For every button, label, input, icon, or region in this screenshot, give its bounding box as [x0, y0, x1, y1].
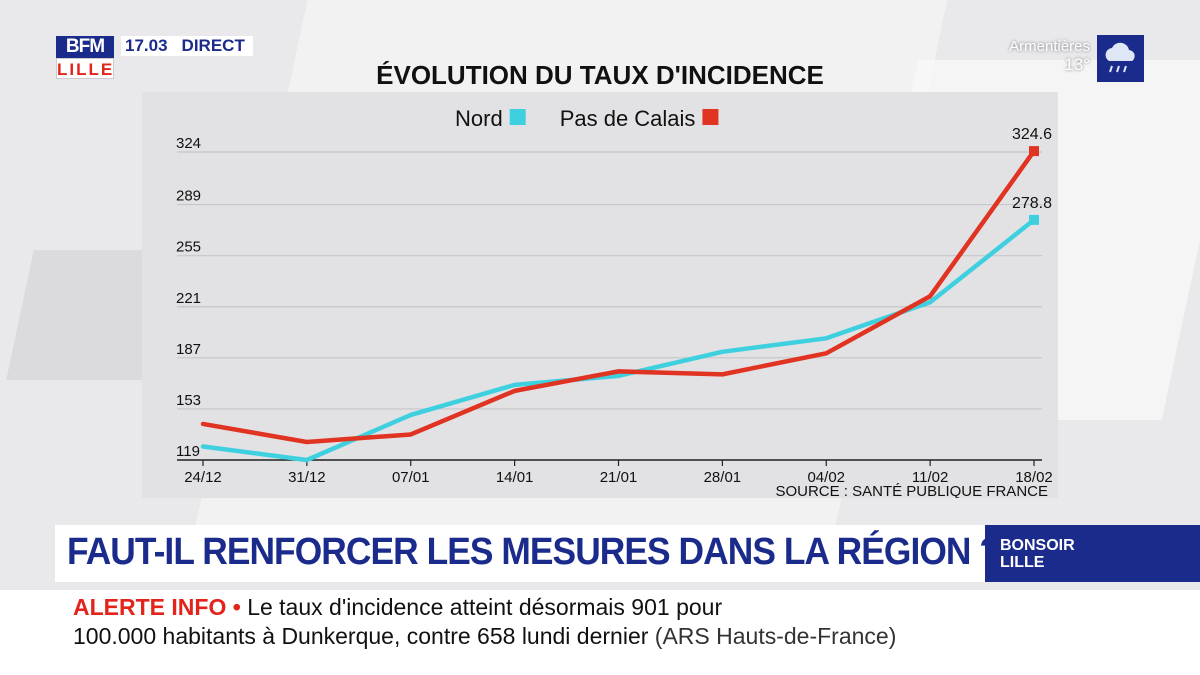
data-label: 278.8	[1012, 195, 1052, 212]
y-tick-label: 153	[176, 392, 201, 409]
chart-panel: 119 153 187 221 255 289 324 24/12 31/12 07/01 14/0…	[142, 92, 1058, 498]
rain-cloud-icon	[1097, 35, 1144, 82]
x-tick-label: 24/12	[184, 469, 222, 486]
alert-bullet: •	[232, 594, 241, 620]
x-tick-label: 14/01	[496, 469, 534, 486]
show-tag: BONSOIR LILLE	[985, 525, 1200, 582]
alert-label: ALERTE INFO	[73, 594, 227, 620]
x-tick-label: 07/01	[392, 469, 430, 486]
legend-swatch	[509, 109, 526, 125]
news-ticker: ALERTE INFO • Le taux d'incidence attein…	[0, 590, 1200, 675]
show-name: BONSOIR LILLE	[1000, 537, 1075, 571]
headline-text: FAUT-IL RENFORCER LES MESURES DANS LA RÉ…	[67, 531, 1001, 573]
y-tick-label: 289	[176, 188, 201, 205]
y-tick-label: 255	[176, 239, 201, 256]
logo-region: LILLE	[56, 58, 115, 79]
live-bar: 17.03 DIRECT	[121, 36, 253, 56]
end-point-marker	[1029, 146, 1039, 157]
x-tick-label: 11/02	[912, 469, 948, 486]
ticker-source: (ARS Hauts-de-France)	[654, 623, 897, 649]
chart-title: ÉVOLUTION DU TAUX D'INCIDENCE	[376, 60, 824, 90]
y-tick-label: 187	[176, 341, 201, 358]
weather-temperature: 13°	[1064, 55, 1090, 74]
series-line-pas-de-calais	[200, 148, 1037, 445]
ticker-text-1: Le taux d'incidence atteint désormais 90…	[247, 594, 723, 620]
logo-brand: BFM	[56, 36, 114, 58]
line-chart: 119 153 187 221 255 289 324 24/12 31/12 07/01 14/0…	[176, 106, 1053, 498]
y-tick-label: 221	[176, 290, 201, 307]
live-label: DIRECT	[181, 36, 245, 55]
ticker-line-1: ALERTE INFO • Le taux d'incidence attein…	[73, 594, 722, 621]
weather-widget: Armentières 13°	[1009, 38, 1090, 75]
clock-time: 17.03	[125, 36, 168, 55]
y-tick-label: 324	[176, 135, 201, 152]
x-tick-label: 21/01	[600, 469, 638, 486]
legend-swatch	[702, 109, 719, 125]
x-tick-label: 31/12	[288, 469, 326, 486]
show-name-line1: BONSOIR	[1000, 537, 1075, 554]
ticker-text-2: 100.000 habitants à Dunkerque, contre 65…	[73, 623, 649, 649]
legend-label: Nord	[455, 106, 503, 131]
channel-logo: BFM LILLE	[56, 36, 114, 79]
ticker-line-2: 100.000 habitants à Dunkerque, contre 65…	[73, 623, 896, 650]
x-tick-label: 28/01	[704, 469, 742, 486]
x-tick-label: 18/02	[1015, 469, 1053, 486]
x-tick-label: 04/02	[807, 469, 845, 486]
show-name-line2: LILLE	[1000, 554, 1045, 571]
chart-source: SOURCE : SANTÉ PUBLIQUE FRANCE	[775, 483, 1048, 498]
headline-banner: FAUT-IL RENFORCER LES MESURES DANS LA RÉ…	[55, 525, 1001, 582]
weather-city: Armentières	[1009, 38, 1090, 55]
y-tick-label: 119	[176, 443, 200, 460]
data-label: 324.6	[1012, 126, 1052, 143]
end-point-marker	[1029, 214, 1039, 225]
legend-label: Pas de Calais	[560, 106, 696, 131]
